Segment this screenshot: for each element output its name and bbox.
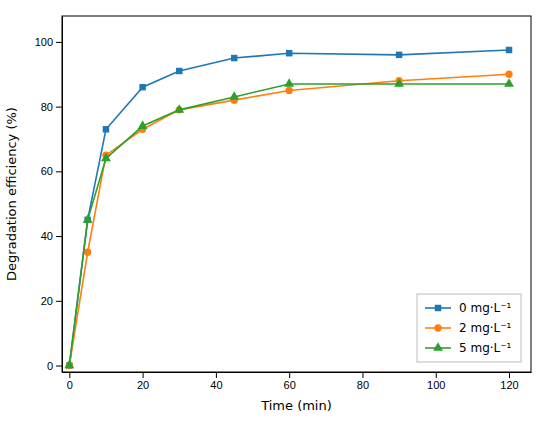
series-point (138, 120, 148, 129)
x-axis-tick: 40 (210, 372, 222, 391)
legend-item: 2 mg·L⁻¹ (425, 321, 512, 335)
chart-svg: 0 20 40 60 80 100 120 0 20 40 60 80 100 0 mg·L⁻¹ 2 mg·… (0, 0, 549, 422)
y-axis-tick-label: 60 (41, 165, 53, 177)
x-axis: 0 20 40 60 80 100 120 (63, 372, 532, 391)
y-axis: 0 20 40 60 80 100 (35, 17, 63, 373)
y-axis-tick-mark (56, 366, 62, 367)
x-axis-tick: 100 (427, 372, 445, 391)
plot-area: 0 20 40 60 80 100 120 0 20 40 60 80 100 0 mg·L⁻¹ 2 mg·… (35, 16, 532, 391)
series-point (64, 360, 74, 369)
y-axis-tick-mark (56, 107, 62, 108)
series-point (103, 126, 109, 132)
y-axis-tick-label: 20 (41, 295, 53, 307)
legend-label: 5 mg·L⁻¹ (459, 341, 512, 355)
y-axis-tick: 0 (47, 360, 62, 372)
legend-box (417, 294, 521, 362)
x-axis-tick-mark (436, 372, 437, 378)
y-axis-tick: 100 (35, 36, 62, 48)
series-point (396, 52, 402, 58)
x-axis-title: Time (min) (260, 398, 332, 413)
y-axis-tick-label: 80 (41, 101, 53, 113)
legend: 0 mg·L⁻¹ 2 mg·L⁻¹ 5 mg·L⁻¹ (417, 294, 521, 362)
series-point (176, 68, 182, 74)
x-axis-tick-label: 60 (284, 379, 296, 391)
x-axis-tick-label: 80 (357, 379, 369, 391)
series-point (84, 249, 91, 256)
x-axis-tick: 120 (500, 372, 518, 391)
x-axis-tick-mark (216, 372, 217, 378)
x-axis-tick-label: 40 (210, 379, 222, 391)
y-axis-tick-label: 40 (41, 230, 53, 242)
series-point (505, 71, 512, 78)
series-point (506, 47, 512, 53)
y-axis-tick: 40 (41, 230, 62, 242)
legend-label: 2 mg·L⁻¹ (459, 321, 512, 335)
series-point (286, 50, 292, 56)
y-axis-title: Degradation efficiency (%) (4, 107, 19, 281)
x-axis-tick-mark (69, 372, 70, 378)
x-axis-tick-label: 20 (137, 379, 149, 391)
series-point (83, 214, 93, 223)
x-axis-tick-mark (289, 372, 290, 378)
y-axis-tick: 80 (41, 101, 62, 113)
series-point (174, 104, 184, 113)
legend-symbol (435, 305, 441, 311)
series-point (139, 84, 145, 90)
legend-item: 0 mg·L⁻¹ (425, 301, 512, 315)
y-axis-tick: 60 (41, 165, 62, 177)
x-axis-tick: 20 (137, 372, 149, 391)
series-point (286, 87, 293, 94)
legend-item: 5 mg·L⁻¹ (425, 341, 512, 355)
y-axis-tick-mark (56, 236, 62, 237)
series-point (101, 153, 111, 162)
y-axis-tick: 20 (41, 295, 62, 307)
x-axis-tick-mark (362, 372, 363, 378)
y-axis-tick-mark (56, 301, 62, 302)
series-point (231, 55, 237, 61)
x-axis-tick-mark (143, 372, 144, 378)
x-axis-tick-label: 120 (500, 379, 518, 391)
legend-label: 0 mg·L⁻¹ (459, 301, 512, 315)
x-axis-tick: 0 (67, 372, 73, 391)
x-axis-tick: 60 (284, 372, 296, 391)
y-axis-line (62, 17, 63, 373)
y-axis-tick-mark (56, 171, 62, 172)
series-point (394, 78, 404, 87)
x-axis-line (63, 372, 532, 373)
x-axis-tick-label: 0 (67, 379, 73, 391)
series-point (504, 78, 514, 87)
legend-symbol (433, 342, 443, 351)
y-axis-tick-label: 0 (47, 360, 53, 372)
series-point (229, 91, 239, 100)
y-axis-tick-mark (56, 42, 62, 43)
plot-frame (62, 16, 531, 372)
y-axis-tick-label: 100 (35, 36, 53, 48)
x-axis-tick: 80 (357, 372, 369, 391)
legend-symbol (434, 324, 441, 331)
series-point (284, 78, 294, 87)
x-axis-tick-mark (509, 372, 510, 378)
x-axis-tick-label: 100 (427, 379, 445, 391)
